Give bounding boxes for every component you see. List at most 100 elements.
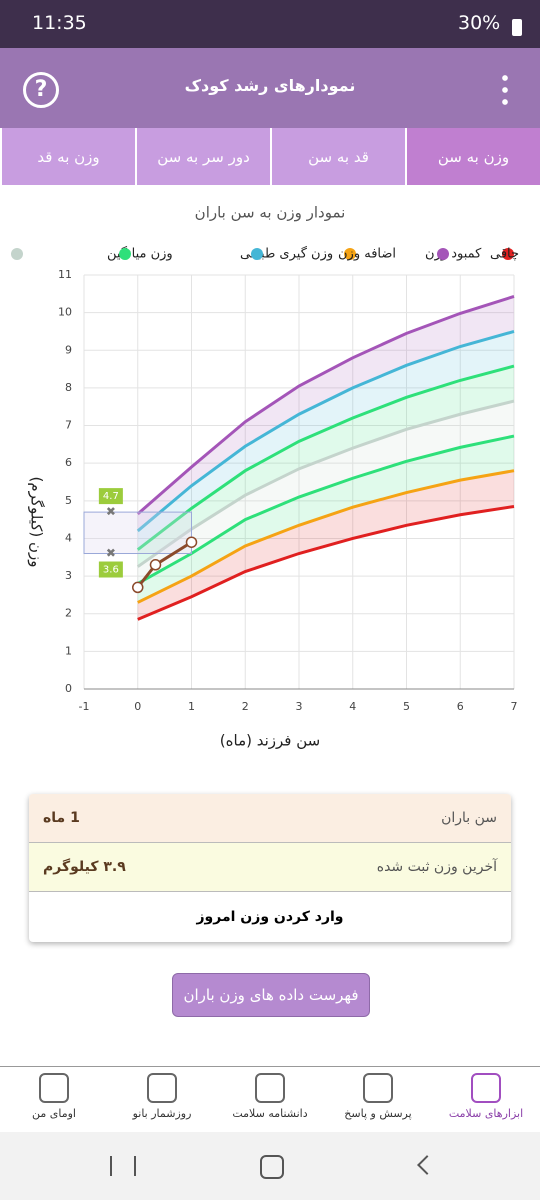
range-label-bg [98, 561, 123, 578]
legend-dot [437, 248, 449, 260]
status-bar: 11:35 30% [0, 0, 540, 48]
legend-label: وزن گیری طبیعی [240, 246, 333, 262]
x-tick-label: 2 [242, 700, 249, 713]
legend-dot [251, 248, 263, 260]
info-value: ۳.۹ کیلوگرم [43, 859, 126, 875]
x-tick-label: 4 [349, 700, 356, 713]
band-fill [137, 296, 514, 531]
legend-dot [344, 248, 356, 260]
series-line [136, 364, 515, 551]
legend-label: اضافه وزن [338, 247, 396, 262]
nav-label: اومای من [32, 1107, 76, 1120]
list-button[interactable]: فهرست داده های وزن باران [172, 973, 370, 1017]
y-tick-label: 0 [65, 682, 72, 695]
child-point [149, 559, 162, 571]
range-label: 4.7 [103, 491, 119, 502]
nav-item[interactable]: ابزارهای سلامت [432, 1067, 540, 1133]
info-card: سن باران 1 ماه آخرین وزن ثبت شده ۳.۹ کیلوگر… [29, 794, 511, 942]
y-tick-label: 4 [65, 531, 72, 544]
info-label: سن باران [441, 810, 497, 826]
battery: 30% [458, 12, 501, 34]
y-tick-label: 7 [65, 419, 72, 432]
series-line [137, 504, 515, 621]
series-line [136, 399, 515, 568]
range-box [83, 511, 192, 555]
app-bar: ? نمودارهای رشد کودک [0, 48, 540, 128]
legend-label: وزن میانگین [107, 246, 173, 262]
y-tick-label: 6 [65, 456, 72, 469]
info-value: 1 ماه [43, 810, 80, 826]
nav-icon [363, 1073, 393, 1103]
legend-dot [502, 248, 514, 260]
nav-icon [147, 1073, 177, 1103]
info-label: آخرین وزن ثبت شده [376, 859, 497, 875]
tab[interactable]: قد به سن [270, 128, 405, 185]
nav-icon [471, 1073, 501, 1103]
nav-item[interactable]: دانشنامه سلامت [216, 1067, 324, 1133]
clock: 11:35 [32, 12, 87, 34]
back-button[interactable] [417, 1155, 437, 1175]
y-tick-label: 3 [65, 569, 72, 582]
legend-dot [119, 248, 131, 260]
x-tick-label: 7 [511, 700, 518, 713]
nav-item[interactable]: روزشمار بانو [108, 1067, 216, 1133]
x-tick-label: 6 [457, 700, 464, 713]
tab-bar: وزن به سن قد به سن دور سر به سن وزن به قد [0, 128, 540, 185]
info-action[interactable]: وارد کردن وزن امروز [196, 909, 344, 925]
x-axis-label: سن فرزند (ماه) [220, 732, 320, 750]
nav-item[interactable]: پرسش و پاسخ [324, 1067, 432, 1133]
nav-icon [255, 1073, 285, 1103]
nav-label: پرسش و پاسخ [344, 1107, 412, 1120]
band-fill [137, 401, 514, 584]
tab[interactable]: دور سر به سن [135, 128, 270, 185]
x-tick-label: -1 [79, 700, 90, 713]
band-fill [137, 331, 514, 550]
bottom-nav: ابزارهای سلامت پرسش و پاسخ دانشنامه سلامت ر… [0, 1066, 540, 1133]
range-label-bg [98, 488, 123, 505]
range-marker: ✖ [106, 546, 116, 560]
y-tick-label: 8 [65, 381, 72, 394]
app-title: نمودارهای رشد کودک [184, 76, 356, 95]
y-tick-label: 11 [58, 268, 72, 281]
y-tick-label: 1 [65, 644, 72, 657]
x-tick-label: 3 [296, 700, 303, 713]
tab[interactable]: وزن به قد [0, 128, 135, 185]
series-line [137, 469, 515, 604]
battery-icon [512, 19, 522, 36]
legend-dot [11, 248, 23, 260]
nav-item[interactable]: اومای من [0, 1067, 108, 1133]
help-button[interactable]: ? [23, 72, 59, 108]
recent-button[interactable] [110, 1156, 136, 1176]
home-button[interactable] [260, 1155, 284, 1179]
x-tick-label: 0 [134, 700, 141, 713]
info-row: سن باران 1 ماه [29, 794, 511, 843]
system-nav [0, 1132, 540, 1200]
nav-icon [39, 1073, 69, 1103]
nav-label: روزشمار بانو [132, 1107, 192, 1120]
chart-title: نمودار وزن به سن باران [195, 204, 346, 222]
legend-label: چاقی [490, 247, 519, 262]
nav-label: دانشنامه سلامت [232, 1107, 308, 1120]
y-tick-label: 5 [65, 494, 72, 507]
range-label: 3.6 [103, 565, 119, 576]
y-tick-label: 9 [65, 343, 72, 356]
info-row: آخرین وزن ثبت شده ۳.۹ کیلوگرم [29, 843, 511, 892]
series-line [137, 434, 515, 585]
child-point [185, 536, 198, 548]
y-tick-label: 10 [58, 306, 72, 319]
band-fill [137, 366, 514, 567]
series-line [136, 295, 515, 516]
child-point [132, 581, 144, 594]
legend-label: کمبود وزن [425, 247, 482, 262]
y-axis-label: وزن (کیلوگرم) [28, 476, 46, 567]
x-tick-label: 5 [403, 700, 410, 713]
range-marker: ✖ [106, 505, 116, 519]
tab[interactable]: وزن به سن [405, 128, 540, 185]
series-line [136, 330, 515, 533]
y-tick-label: 2 [65, 607, 72, 620]
chart: نمودار وزن به سن باران سن فرزند (ماه) وز… [11, 204, 519, 750]
band-fill [137, 436, 514, 603]
menu-button[interactable] [502, 72, 508, 106]
nav-label: ابزارهای سلامت [448, 1107, 524, 1120]
